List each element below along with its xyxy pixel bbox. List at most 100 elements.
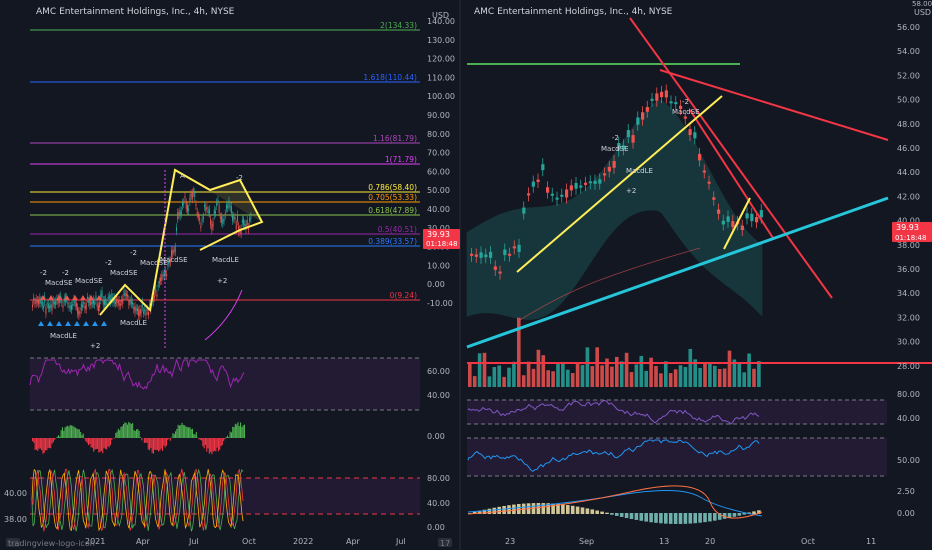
volume-bar — [477, 353, 482, 387]
right-time-axis[interactable]: 23 Sep 13 20 Oct 11 — [505, 537, 876, 546]
left-macd-bar — [208, 438, 210, 454]
right-candle — [593, 180, 597, 184]
left-sub-tick: 80.00 — [427, 474, 450, 483]
left-candle — [33, 297, 35, 302]
left-candle — [130, 298, 132, 305]
left-price-tick: 80.00 — [427, 130, 450, 139]
right-macd-bar — [507, 505, 511, 514]
down-trendline-1[interactable] — [629, 17, 833, 299]
left-candle — [141, 301, 143, 308]
left-candle — [82, 304, 84, 307]
fib-level-label: 0.618(47.89) — [368, 206, 417, 215]
volume-bar — [556, 362, 560, 387]
right-macd-bar — [541, 503, 546, 514]
left-candle — [190, 193, 192, 197]
left-price-tick: 70.00 — [427, 149, 450, 158]
strategy-label: MacdSE — [45, 279, 73, 287]
left-candle — [90, 299, 92, 306]
volume-bar — [683, 367, 688, 387]
left-candle — [124, 293, 126, 296]
up-trendline-cyan[interactable] — [466, 196, 889, 349]
left-macd-bar — [158, 438, 160, 452]
left-macd-bar — [217, 438, 219, 452]
right-candle — [541, 164, 545, 171]
volume-bar — [585, 347, 590, 387]
right-chart[interactable]: -2 MacdSE MacdLE +2 -2 MacdSE — [466, 17, 932, 524]
left-macd-bar — [212, 438, 214, 452]
right-candle — [721, 220, 725, 225]
right-macd-bar — [644, 513, 648, 522]
volume-bar — [693, 359, 697, 387]
left-candle — [95, 295, 97, 301]
right-price-axis[interactable]: 56.00 54.00 52.00 50.00 48.00 46.00 44.00 42.00… — [897, 23, 920, 371]
right-price-tick: 46.00 — [897, 144, 920, 153]
left-macd-bar — [84, 438, 86, 439]
left-macd-bar — [126, 424, 128, 438]
left-macd-bar — [225, 436, 227, 438]
volume-bar — [497, 365, 501, 387]
left-macd-bar — [115, 433, 117, 438]
left-time-axis[interactable]: 2021 Apr Jul Oct 2022 Apr Jul — [85, 537, 406, 546]
left-chart-title: AMC Entertainment Holdings, Inc., 4h, NY… — [36, 7, 235, 17]
short-trendline-yellow[interactable] — [723, 197, 751, 250]
trend-lines[interactable] — [466, 17, 932, 364]
left-candle — [71, 305, 73, 310]
left-macd-bar — [168, 438, 170, 439]
left-macd-bar — [240, 422, 242, 438]
right-candle — [636, 117, 640, 125]
left-macd-bar — [182, 424, 184, 438]
left-macd-bar — [175, 431, 177, 438]
left-macd-bar — [172, 433, 174, 438]
sell-marker-icon — [64, 295, 70, 300]
left-macd-bar — [238, 426, 240, 438]
right-macd-bar — [624, 513, 629, 519]
left-candle — [207, 210, 209, 213]
volume-bar — [678, 365, 683, 387]
xabcd-outline[interactable] — [99, 168, 264, 316]
right-macd-bar — [727, 513, 732, 518]
left-candle — [233, 216, 235, 220]
right-candle — [631, 135, 635, 143]
left-macd-bar — [164, 438, 166, 448]
left-time-tick: 2022 — [293, 537, 313, 546]
strategy-label: MacdSE — [601, 145, 629, 153]
right-candle — [669, 101, 673, 104]
down-trendline-2[interactable] — [659, 69, 889, 141]
strategy-label: MacdSE — [672, 108, 700, 116]
right-candle — [717, 209, 721, 214]
left-candle — [55, 301, 57, 305]
left-candle — [122, 298, 124, 304]
right-candle — [607, 166, 611, 172]
down-trendline-3[interactable] — [689, 109, 774, 239]
left-candle — [69, 306, 71, 309]
up-trendline-yellow[interactable] — [516, 95, 723, 273]
right-macd-bar — [673, 513, 678, 524]
right-cci-line — [467, 439, 760, 473]
left-macd-bar — [39, 438, 41, 449]
right-price-tick: 40.00 — [897, 217, 920, 226]
harmonic-pattern[interactable] — [99, 168, 264, 350]
right-candle — [598, 179, 602, 184]
right-macd-bar — [752, 511, 756, 514]
left-price-tick: 110.00 — [427, 73, 455, 82]
left-macd-bar — [220, 438, 222, 447]
right-macd-bar — [580, 507, 585, 514]
left-candle — [67, 302, 69, 305]
volume-bar — [713, 365, 717, 387]
left-candle — [223, 218, 225, 222]
sell-marker-icon — [80, 295, 86, 300]
right-time-tick: 20 — [705, 537, 715, 546]
right-time-tick: 13 — [659, 537, 669, 546]
left-candle — [42, 306, 44, 309]
left-candle — [219, 216, 221, 219]
left-macd-bar — [155, 438, 157, 451]
left-macd-bar — [35, 438, 37, 450]
volume-bar — [624, 352, 629, 387]
left-chart[interactable]: 2(134.33) 1.618(110.44) 1.16(81.79) 1(71.79… — [29, 21, 420, 532]
left-macd-bar — [236, 424, 238, 438]
left-price-axis[interactable]: 140.00 130.00 120.00 110.00 100.00 90.00 80.00… — [427, 17, 455, 308]
left-macd-bar — [177, 424, 179, 438]
left-macd-bar — [74, 427, 76, 438]
left-macd-bar — [102, 438, 104, 454]
left-candle — [134, 306, 136, 313]
